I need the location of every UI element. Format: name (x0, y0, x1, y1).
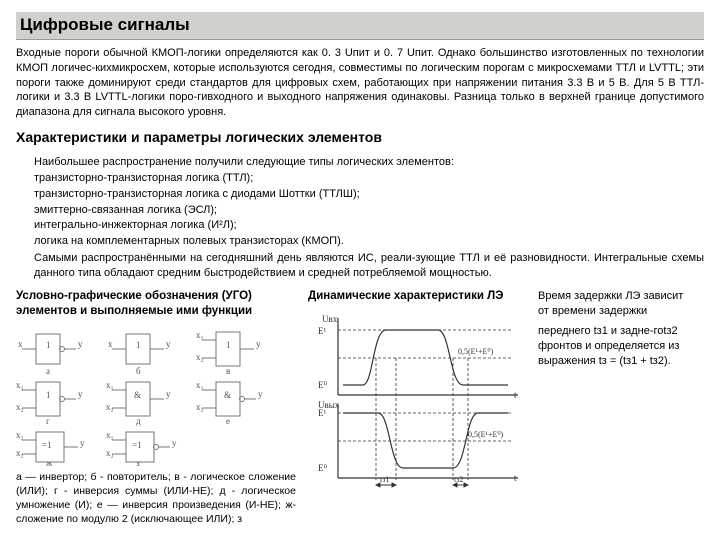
svg-text:1: 1 (46, 390, 51, 400)
svg-text:з: з (136, 458, 140, 466)
svg-text:E⁰: E⁰ (318, 380, 327, 390)
svg-text:1: 1 (226, 340, 231, 350)
svg-text:д: д (136, 416, 141, 426)
logic-gates-diagram: 1 x y а 1 x y б 1 x₁ x₂ y в (16, 326, 286, 466)
svg-text:&: & (134, 390, 141, 400)
svg-text:x₂: x₂ (106, 402, 114, 412)
ugo-heading: Условно-графические обозначения (УГО) эл… (16, 289, 296, 320)
svg-text:y: y (78, 339, 83, 349)
timing-diagram: Uвх E¹ E⁰ 0,5(E¹+E⁰) t Uвых (308, 310, 528, 490)
svg-text:г: г (46, 416, 50, 426)
svg-text:y: y (172, 438, 177, 448)
svg-text:ж: ж (45, 458, 53, 466)
svg-text:E¹: E¹ (318, 326, 326, 336)
svg-text:&: & (224, 390, 231, 400)
svg-text:x₂: x₂ (196, 352, 204, 362)
svg-text:y: y (256, 339, 261, 349)
svg-text:1: 1 (136, 340, 141, 350)
list-lead: Наибольшее распространение получили след… (34, 155, 704, 170)
list-item: транзисторно-транзисторная логика с диод… (34, 187, 704, 202)
svg-text:x: x (18, 339, 23, 349)
svg-text:tз2: tз2 (454, 475, 463, 484)
svg-text:б: б (136, 366, 141, 376)
svg-text:y: y (78, 389, 83, 399)
svg-text:x₁: x₁ (16, 430, 24, 440)
svg-text:=1: =1 (42, 440, 52, 450)
svg-text:x₁: x₁ (196, 330, 204, 340)
list-item: логика на комплементарных полевых транзи… (34, 234, 704, 249)
svg-text:y: y (166, 339, 171, 349)
svg-text:Uвх: Uвх (322, 314, 338, 324)
svg-text:0,5(E¹+E⁰): 0,5(E¹+E⁰) (458, 347, 494, 356)
timing-side-2: переднего tз1 и задне-гоtз2 фронтов и оп… (538, 324, 688, 369)
element-type-list: Наибольшее распространение получили след… (16, 155, 704, 281)
svg-text:y: y (258, 389, 263, 399)
svg-text:x₂: x₂ (16, 448, 24, 458)
svg-text:x₂: x₂ (196, 402, 204, 412)
svg-text:x₁: x₁ (16, 380, 24, 390)
list-item: транзисторно-транзисторная логика (ТТЛ); (34, 171, 704, 186)
svg-text:=1: =1 (132, 440, 142, 450)
svg-text:x: x (108, 339, 113, 349)
svg-text:tз1: tз1 (380, 475, 389, 484)
section-heading: Характеристики и параметры логических эл… (16, 128, 704, 147)
page-title: Цифровые сигналы (16, 12, 704, 40)
dynamic-heading: Динамические характеристики ЛЭ (308, 289, 528, 305)
svg-text:е: е (226, 416, 230, 426)
svg-text:x₂: x₂ (16, 402, 24, 412)
list-item: интегрально-инжекторная логика (И²Л); (34, 218, 704, 233)
svg-text:а: а (46, 366, 50, 376)
intro-paragraph: Входные пороги обычной КМОП-логики опред… (16, 46, 704, 120)
svg-text:x₁: x₁ (196, 380, 204, 390)
timing-side-1: Время задержки ЛЭ зависит от времени зад… (538, 289, 688, 319)
svg-text:E¹: E¹ (318, 408, 326, 418)
svg-text:x₁: x₁ (106, 430, 114, 440)
list-tail: Самыми распространёнными на сегодняшний … (34, 251, 704, 281)
svg-text:в: в (226, 366, 230, 376)
svg-text:x₂: x₂ (106, 448, 114, 458)
svg-text:x₁: x₁ (106, 380, 114, 390)
svg-text:E⁰: E⁰ (318, 463, 327, 473)
gates-caption: а — инвертор; б - повторитель; в - логич… (16, 470, 296, 527)
list-item: эмиттерно-связанная логика (ЭСЛ); (34, 203, 704, 218)
svg-text:1: 1 (46, 340, 51, 350)
svg-text:y: y (80, 438, 85, 448)
svg-text:y: y (166, 389, 171, 399)
svg-text:0,5(E¹+E⁰): 0,5(E¹+E⁰) (468, 430, 504, 439)
